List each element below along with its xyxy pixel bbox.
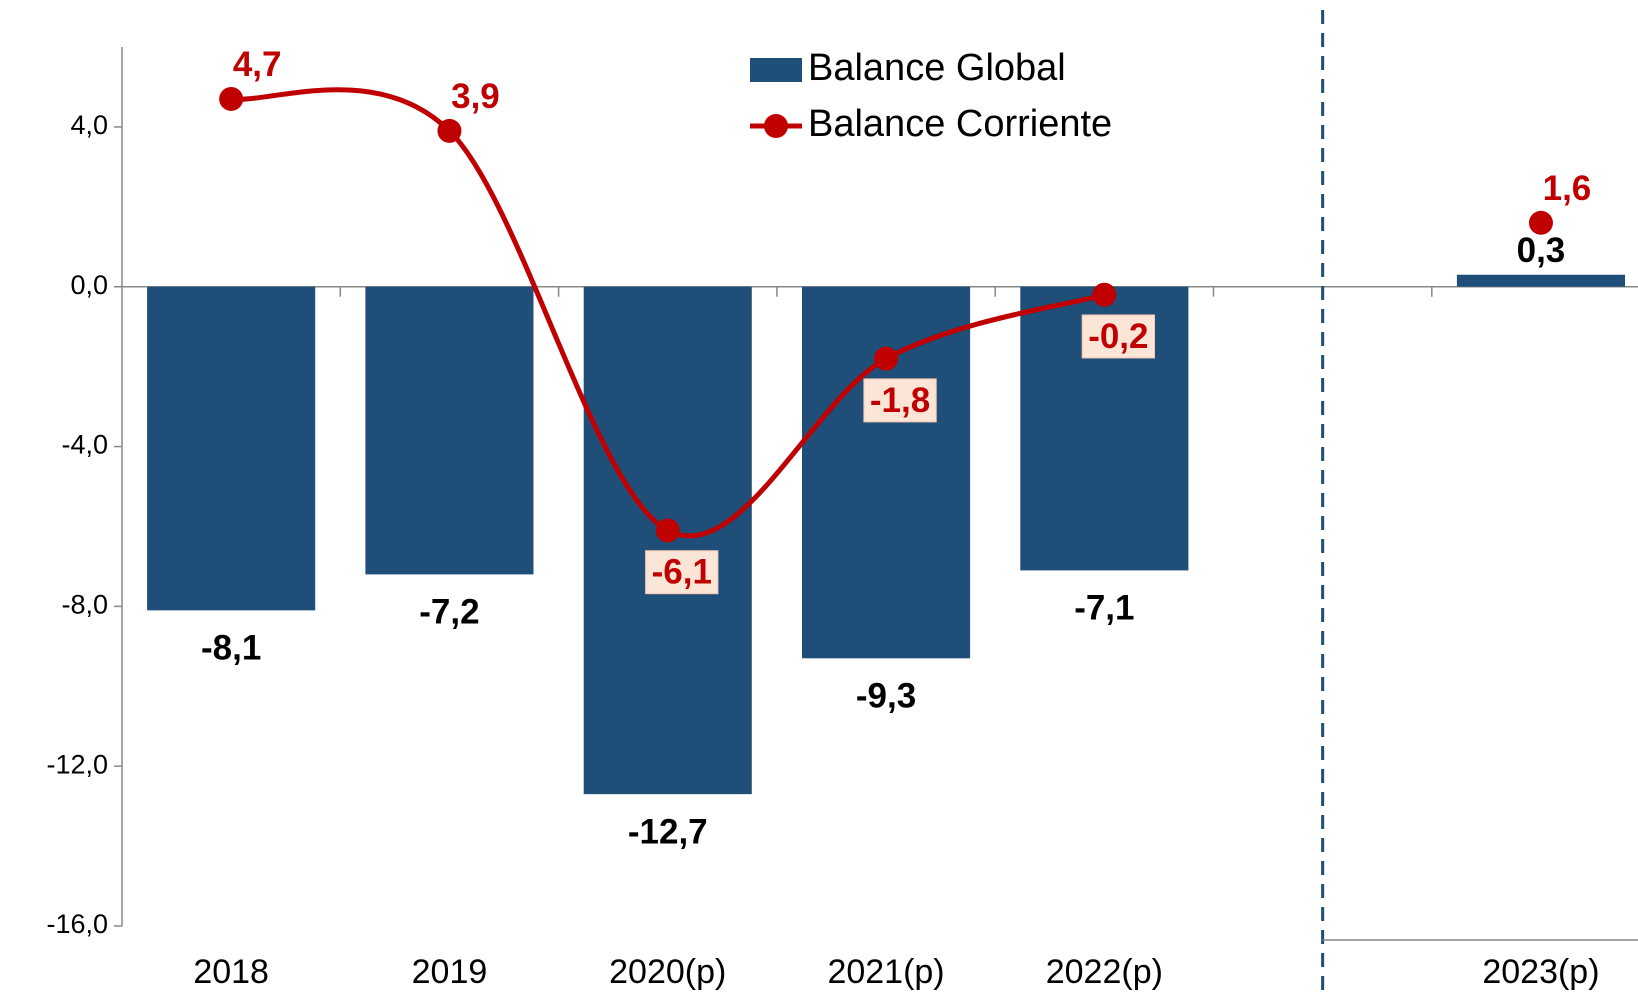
bar <box>802 286 971 659</box>
line-value-label-box: -1,8 <box>863 378 937 423</box>
bar-value-label: -12,7 <box>628 812 708 851</box>
bar-value-label: -8,1 <box>201 629 261 668</box>
label-background <box>1081 314 1156 359</box>
legend-swatch <box>750 58 802 82</box>
line-value-label: 4,7 <box>233 45 282 84</box>
line-marker <box>1092 282 1117 307</box>
line-marker <box>219 86 244 111</box>
x-tick-label: 2023(p) <box>1482 953 1599 991</box>
line-marker <box>874 346 899 371</box>
line-value-label-box: -0,2 <box>1081 314 1156 359</box>
x-tick-label: 2018 <box>193 953 269 991</box>
line-marker <box>655 518 680 543</box>
line-value-label: 1,6 <box>1543 169 1592 208</box>
bar-value-label: -9,3 <box>856 677 916 716</box>
y-tick-label: -12,0 <box>46 749 108 779</box>
bar-value-label: -7,1 <box>1074 589 1134 628</box>
bar <box>365 286 534 575</box>
legend-label: Balance Global <box>808 47 1066 89</box>
x-tick-label: 2022(p) <box>1046 953 1163 991</box>
y-tick-label: 0,0 <box>70 270 108 300</box>
line-value-label: -0,2 <box>1088 317 1148 356</box>
x-tick-label: 2019 <box>412 953 488 991</box>
line-value-label: -6,1 <box>652 553 712 592</box>
legend-label: Balance Corriente <box>808 103 1112 145</box>
bar-value-label: -7,2 <box>419 593 479 632</box>
legend-swatch-marker <box>764 114 788 138</box>
bar-value-label: 0,3 <box>1517 231 1566 270</box>
bar <box>1456 274 1625 287</box>
bar <box>147 286 316 611</box>
line-value-label-box: -6,1 <box>645 550 719 595</box>
label-background <box>863 378 937 423</box>
y-tick-label: -8,0 <box>61 589 108 619</box>
line-value-label: 3,9 <box>451 77 500 116</box>
x-tick-label: 2020(p) <box>609 953 726 991</box>
line-marker <box>1528 210 1553 235</box>
line-value-label: -1,8 <box>870 381 930 420</box>
x-tick-label: 2021(p) <box>827 953 944 991</box>
y-tick-label: 4,0 <box>70 110 108 140</box>
y-tick-label: -16,0 <box>46 909 108 939</box>
line-marker <box>437 118 462 143</box>
y-tick-label: -4,0 <box>61 430 108 460</box>
label-background <box>645 550 719 595</box>
